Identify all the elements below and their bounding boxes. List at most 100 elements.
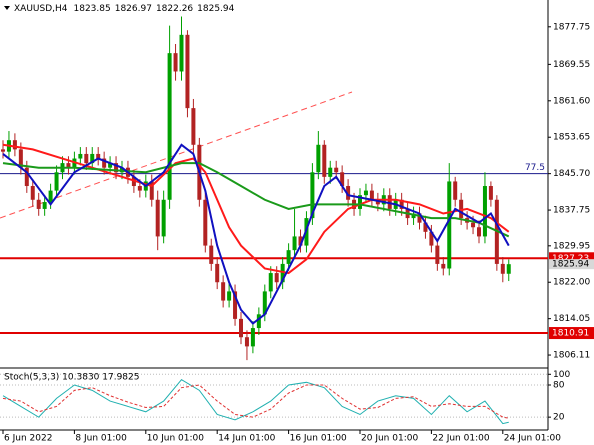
- x-tick-label: 6 Jun 2022: [4, 434, 52, 444]
- trend-line: [0, 91, 353, 219]
- candle-body: [233, 291, 238, 319]
- candle-body: [36, 199, 41, 209]
- indicator-title: Stoch(5,3,3) 10.3830 17.9825: [4, 373, 139, 383]
- price-box-label: 1810.91: [552, 329, 589, 339]
- y-tick-label: 1814.05: [553, 314, 590, 324]
- candle-body: [298, 236, 303, 246]
- stochastic-line: [2, 378, 509, 425]
- candle-body: [90, 153, 95, 164]
- candle-body: [268, 273, 273, 292]
- dropdown-icon: [4, 6, 10, 10]
- candle-body: [227, 291, 232, 301]
- candle-body: [453, 181, 458, 200]
- candle-body: [399, 199, 404, 209]
- candle-body: [482, 186, 487, 237]
- y-tick-label: 1877.75: [553, 22, 590, 32]
- candle-body: [286, 250, 291, 264]
- candle-body: [66, 163, 71, 168]
- candle-body: [215, 263, 220, 283]
- candle-body: [185, 34, 190, 109]
- x-tick-label: 10 Jun 01:00: [147, 434, 204, 444]
- y-tick-label: 80: [553, 381, 565, 391]
- candle-body: [274, 273, 279, 283]
- candle-body: [114, 163, 119, 173]
- candle-body: [411, 213, 416, 219]
- y-tick-label: 20: [553, 413, 565, 423]
- candle-body: [340, 172, 345, 187]
- candle-body: [30, 186, 35, 200]
- candle-body: [250, 328, 255, 347]
- candle-body: [417, 213, 422, 223]
- candle-body: [435, 245, 440, 264]
- candle-body: [167, 53, 172, 200]
- y-tick-label: 1861.60: [553, 96, 590, 106]
- candle-body: [221, 282, 226, 301]
- x-tick-label: 14 Jun 01:00: [218, 434, 275, 444]
- marks: 1877.75 1869.55 1861.60 1853.65 1845.70 1837.…: [0, 16, 594, 444]
- candle-body: [441, 263, 446, 269]
- price-box-label: 1827.23: [552, 254, 589, 264]
- low-value: 1822.26: [156, 4, 193, 14]
- candle-body: [102, 158, 107, 168]
- candle-body: [375, 199, 380, 205]
- candle-body: [191, 108, 196, 145]
- candle-body: [24, 167, 29, 187]
- candle-body: [471, 222, 476, 228]
- x-tick-label: 8 Jun 01:00: [75, 434, 127, 444]
- y-tick-label: 1869.55: [553, 60, 590, 70]
- open-value: 1823.85: [74, 4, 111, 14]
- candle-body: [262, 291, 267, 315]
- candle-body: [310, 172, 315, 219]
- candle-body: [459, 199, 464, 219]
- candle-body: [48, 190, 53, 203]
- candle-body: [363, 190, 368, 196]
- candle-body: [387, 195, 392, 209]
- y-tick-label: 100: [553, 370, 570, 380]
- symbol: XAUUSD,H4: [14, 4, 68, 14]
- y-tick-label: 1822.00: [553, 278, 590, 288]
- moving-average: [2, 143, 510, 325]
- candle-body: [369, 190, 374, 200]
- candle-body: [328, 167, 333, 177]
- x-tick-label: 22 Jun 01:00: [432, 434, 489, 444]
- candle-body: [488, 186, 493, 200]
- x-tick-label: 20 Jun 01:00: [361, 434, 418, 444]
- candle-body: [149, 181, 154, 200]
- candle-body: [84, 153, 89, 164]
- candle-body: [280, 263, 285, 283]
- candle-body: [244, 337, 249, 347]
- candle-body: [42, 202, 47, 209]
- y-tick-label: 1806.11: [553, 351, 590, 361]
- moving-average: [2, 143, 510, 275]
- candle-body: [292, 236, 297, 251]
- stochastic-line: [2, 384, 509, 419]
- candle-body: [239, 318, 243, 338]
- close-value: 1825.94: [197, 4, 234, 14]
- candle-body: [358, 195, 362, 209]
- candle-body: [256, 314, 261, 329]
- x-tick-label: 24 Jun 01:00: [504, 434, 561, 444]
- candle-body: [429, 231, 434, 246]
- y-tick-label: 1853.65: [553, 133, 590, 143]
- candle-body: [173, 53, 178, 72]
- candle-body: [447, 181, 452, 269]
- price-box: [549, 327, 594, 340]
- candle-body: [203, 199, 208, 246]
- y-tick-label: 1845.70: [553, 169, 590, 179]
- candle-body: [12, 140, 17, 150]
- candle-body: [18, 149, 23, 168]
- candle-body: [477, 227, 481, 237]
- candle-body: [155, 199, 160, 237]
- candle-body: [54, 172, 59, 191]
- candle-body: [108, 163, 113, 168]
- current-price-label: 1825.94: [552, 260, 589, 270]
- candle-body: [500, 263, 505, 274]
- candle-body: [423, 222, 428, 232]
- moving-average: [2, 162, 510, 238]
- x-tick-label: 16 Jun 01:00: [290, 434, 347, 444]
- candle-body: [1, 149, 5, 152]
- candle-body: [506, 264, 511, 274]
- y-tick-label: 1829.95: [553, 241, 590, 251]
- chart-header: XAUUSD,H4 1823.85 1826.97 1822.26 1825.94: [14, 4, 235, 14]
